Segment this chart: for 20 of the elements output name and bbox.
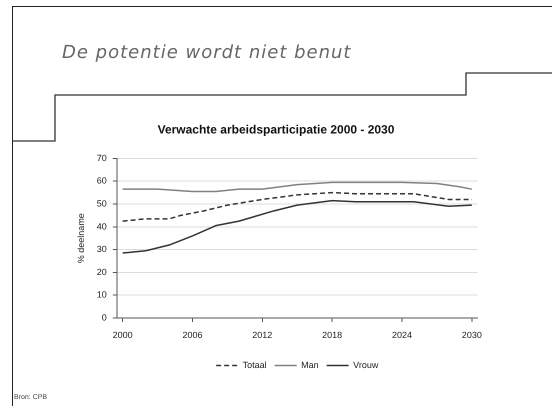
chart-title: De potentie wordt niet benut <box>62 42 352 63</box>
y-tick-label: 50 <box>96 198 107 208</box>
x-tick-label: 2018 <box>322 330 342 340</box>
legend-label: Man <box>301 360 319 370</box>
y-tick-label: 40 <box>96 221 107 232</box>
y-tick-label: 0 <box>102 312 107 322</box>
x-tick-label: 2012 <box>252 330 272 340</box>
y-tick-label: 10 <box>96 290 107 300</box>
legend-label: Vrouw <box>353 360 379 370</box>
legend-label: Totaal <box>242 360 267 370</box>
line-series <box>122 192 473 222</box>
y-axis-title: % deelname <box>76 213 86 264</box>
x-tick-label: 2030 <box>462 330 482 340</box>
y-tick-label: 60 <box>96 176 107 186</box>
y-tick-label: 20 <box>96 266 107 277</box>
x-tick-label: 2000 <box>112 330 133 340</box>
y-tick-label: 30 <box>96 244 107 254</box>
x-tick-label: 2024 <box>392 330 412 340</box>
x-tick-label: 2006 <box>182 330 202 340</box>
y-tick-label: 70 <box>96 152 107 163</box>
